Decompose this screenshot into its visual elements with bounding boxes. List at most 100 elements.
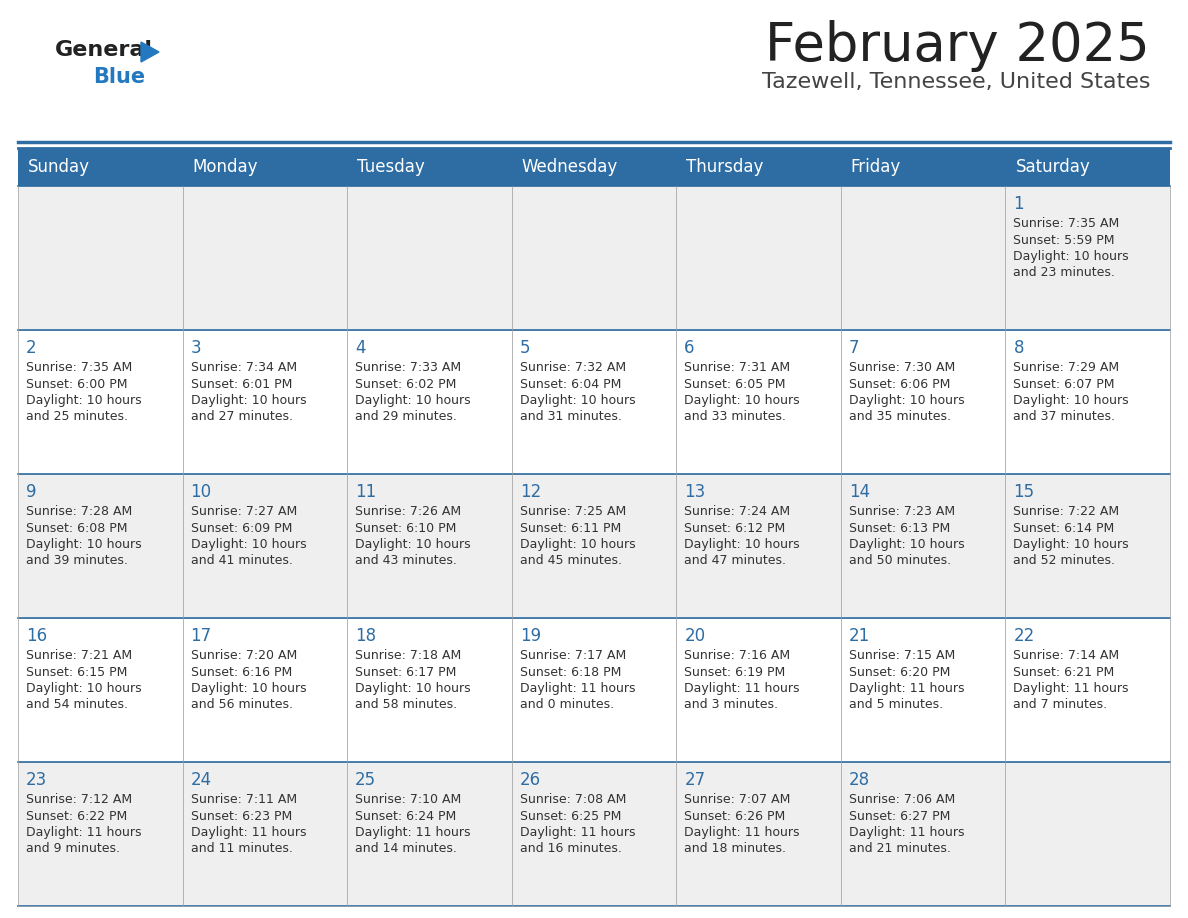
FancyBboxPatch shape <box>676 474 841 618</box>
FancyBboxPatch shape <box>18 330 183 474</box>
Text: Sunrise: 7:20 AM: Sunrise: 7:20 AM <box>190 649 297 662</box>
Text: and 33 minutes.: and 33 minutes. <box>684 410 786 423</box>
Text: Sunset: 6:18 PM: Sunset: 6:18 PM <box>519 666 621 678</box>
Text: Wednesday: Wednesday <box>522 158 618 176</box>
FancyBboxPatch shape <box>1005 148 1170 186</box>
Text: and 41 minutes.: and 41 minutes. <box>190 554 292 567</box>
Text: Sunrise: 7:30 AM: Sunrise: 7:30 AM <box>849 361 955 374</box>
Text: Sunset: 6:11 PM: Sunset: 6:11 PM <box>519 521 621 534</box>
Text: Sunset: 6:19 PM: Sunset: 6:19 PM <box>684 666 785 678</box>
Text: Sunrise: 7:10 AM: Sunrise: 7:10 AM <box>355 793 461 806</box>
FancyBboxPatch shape <box>1005 186 1170 330</box>
Text: Sunset: 6:05 PM: Sunset: 6:05 PM <box>684 377 785 390</box>
Text: 3: 3 <box>190 339 201 357</box>
FancyBboxPatch shape <box>183 618 347 762</box>
Text: Sunset: 6:08 PM: Sunset: 6:08 PM <box>26 521 127 534</box>
Text: Sunset: 6:20 PM: Sunset: 6:20 PM <box>849 666 950 678</box>
Text: Daylight: 11 hours: Daylight: 11 hours <box>1013 682 1129 695</box>
Text: Blue: Blue <box>93 67 145 87</box>
Text: Daylight: 11 hours: Daylight: 11 hours <box>355 826 470 839</box>
FancyBboxPatch shape <box>676 186 841 330</box>
Text: Sunrise: 7:06 AM: Sunrise: 7:06 AM <box>849 793 955 806</box>
Text: 15: 15 <box>1013 483 1035 501</box>
Text: and 45 minutes.: and 45 minutes. <box>519 554 621 567</box>
Text: Sunset: 6:25 PM: Sunset: 6:25 PM <box>519 810 621 823</box>
Text: and 58 minutes.: and 58 minutes. <box>355 699 457 711</box>
Text: Daylight: 10 hours: Daylight: 10 hours <box>26 394 141 407</box>
Text: 11: 11 <box>355 483 377 501</box>
Text: Daylight: 10 hours: Daylight: 10 hours <box>355 538 470 551</box>
FancyBboxPatch shape <box>676 618 841 762</box>
FancyBboxPatch shape <box>676 330 841 474</box>
Text: Saturday: Saturday <box>1016 158 1091 176</box>
Text: Daylight: 10 hours: Daylight: 10 hours <box>849 538 965 551</box>
Text: and 47 minutes.: and 47 minutes. <box>684 554 786 567</box>
Text: Sunrise: 7:25 AM: Sunrise: 7:25 AM <box>519 505 626 518</box>
Text: Daylight: 10 hours: Daylight: 10 hours <box>684 538 800 551</box>
Text: Friday: Friday <box>851 158 902 176</box>
FancyBboxPatch shape <box>1005 330 1170 474</box>
Text: 2: 2 <box>26 339 37 357</box>
Text: Sunset: 6:17 PM: Sunset: 6:17 PM <box>355 666 456 678</box>
Text: Daylight: 10 hours: Daylight: 10 hours <box>190 538 307 551</box>
Text: and 29 minutes.: and 29 minutes. <box>355 410 457 423</box>
Text: Sunrise: 7:17 AM: Sunrise: 7:17 AM <box>519 649 626 662</box>
FancyBboxPatch shape <box>841 148 1005 186</box>
Text: and 21 minutes.: and 21 minutes. <box>849 843 950 856</box>
Text: Daylight: 10 hours: Daylight: 10 hours <box>355 682 470 695</box>
Text: Sunrise: 7:32 AM: Sunrise: 7:32 AM <box>519 361 626 374</box>
Text: 14: 14 <box>849 483 870 501</box>
Text: 13: 13 <box>684 483 706 501</box>
Text: 25: 25 <box>355 771 377 789</box>
Text: Sunrise: 7:14 AM: Sunrise: 7:14 AM <box>1013 649 1119 662</box>
Text: Daylight: 11 hours: Daylight: 11 hours <box>519 826 636 839</box>
Text: Sunrise: 7:12 AM: Sunrise: 7:12 AM <box>26 793 132 806</box>
Text: Sunrise: 7:11 AM: Sunrise: 7:11 AM <box>190 793 297 806</box>
Text: and 7 minutes.: and 7 minutes. <box>1013 699 1107 711</box>
FancyBboxPatch shape <box>347 148 512 186</box>
Text: and 16 minutes.: and 16 minutes. <box>519 843 621 856</box>
Text: Sunrise: 7:34 AM: Sunrise: 7:34 AM <box>190 361 297 374</box>
Text: Daylight: 10 hours: Daylight: 10 hours <box>1013 538 1129 551</box>
Text: Daylight: 10 hours: Daylight: 10 hours <box>519 538 636 551</box>
Text: Sunrise: 7:23 AM: Sunrise: 7:23 AM <box>849 505 955 518</box>
Text: Sunrise: 7:07 AM: Sunrise: 7:07 AM <box>684 793 791 806</box>
FancyBboxPatch shape <box>183 186 347 330</box>
Text: Sunrise: 7:15 AM: Sunrise: 7:15 AM <box>849 649 955 662</box>
Text: Daylight: 10 hours: Daylight: 10 hours <box>26 538 141 551</box>
Text: Sunset: 6:13 PM: Sunset: 6:13 PM <box>849 521 950 534</box>
Text: Sunset: 6:02 PM: Sunset: 6:02 PM <box>355 377 456 390</box>
FancyBboxPatch shape <box>18 762 183 906</box>
Text: 27: 27 <box>684 771 706 789</box>
Text: Daylight: 11 hours: Daylight: 11 hours <box>190 826 307 839</box>
Text: 23: 23 <box>26 771 48 789</box>
Text: 8: 8 <box>1013 339 1024 357</box>
FancyBboxPatch shape <box>347 762 512 906</box>
Text: Daylight: 10 hours: Daylight: 10 hours <box>26 682 141 695</box>
FancyBboxPatch shape <box>841 186 1005 330</box>
Text: Sunset: 6:15 PM: Sunset: 6:15 PM <box>26 666 127 678</box>
Text: Sunset: 5:59 PM: Sunset: 5:59 PM <box>1013 233 1114 247</box>
FancyBboxPatch shape <box>676 148 841 186</box>
FancyBboxPatch shape <box>512 148 676 186</box>
Text: Sunset: 6:26 PM: Sunset: 6:26 PM <box>684 810 785 823</box>
Text: General: General <box>55 40 153 60</box>
Text: Daylight: 10 hours: Daylight: 10 hours <box>355 394 470 407</box>
Polygon shape <box>141 42 159 62</box>
Text: Sunset: 6:14 PM: Sunset: 6:14 PM <box>1013 521 1114 534</box>
Text: Sunset: 6:00 PM: Sunset: 6:00 PM <box>26 377 127 390</box>
FancyBboxPatch shape <box>841 474 1005 618</box>
Text: 9: 9 <box>26 483 37 501</box>
Text: Sunrise: 7:35 AM: Sunrise: 7:35 AM <box>26 361 132 374</box>
FancyBboxPatch shape <box>183 474 347 618</box>
Text: Daylight: 11 hours: Daylight: 11 hours <box>26 826 141 839</box>
Text: 20: 20 <box>684 627 706 645</box>
Text: and 27 minutes.: and 27 minutes. <box>190 410 292 423</box>
Text: and 14 minutes.: and 14 minutes. <box>355 843 457 856</box>
Text: Daylight: 11 hours: Daylight: 11 hours <box>519 682 636 695</box>
Text: and 31 minutes.: and 31 minutes. <box>519 410 621 423</box>
Text: 21: 21 <box>849 627 870 645</box>
Text: and 37 minutes.: and 37 minutes. <box>1013 410 1116 423</box>
Text: Sunrise: 7:08 AM: Sunrise: 7:08 AM <box>519 793 626 806</box>
Text: Sunday: Sunday <box>29 158 90 176</box>
